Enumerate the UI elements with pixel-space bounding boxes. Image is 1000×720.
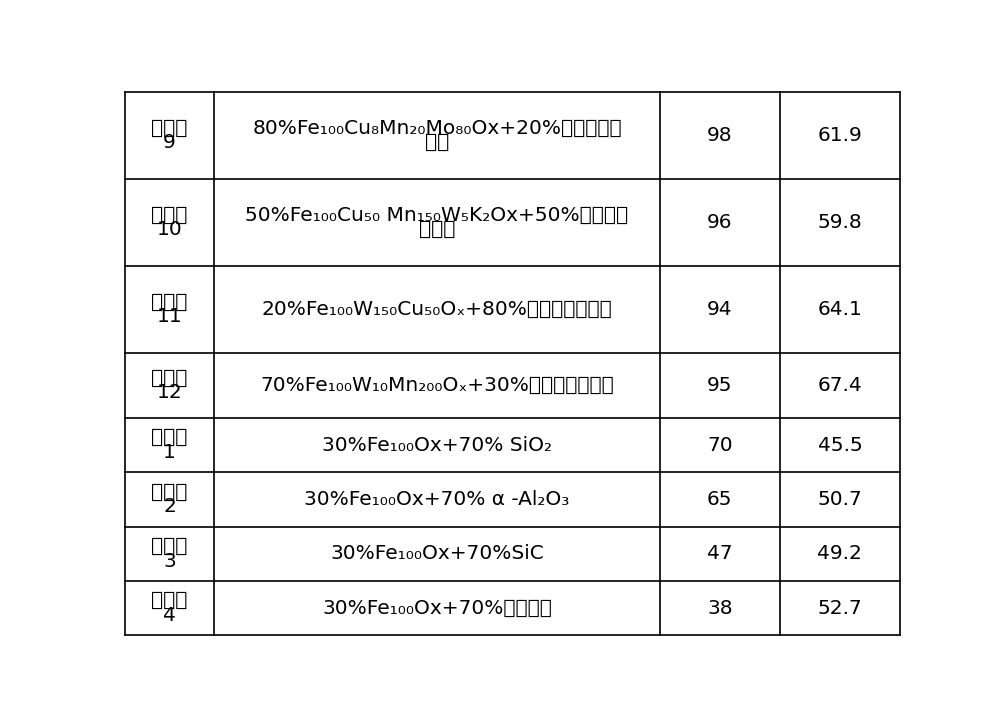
Text: 96: 96: [707, 213, 733, 232]
Text: 9: 9: [163, 133, 176, 152]
Text: 实施例: 实施例: [151, 119, 188, 138]
Text: 20%Fe₁₀₀W₁₅₀Cu₅₀Oₓ+80%大表面多孔陶瓷: 20%Fe₁₀₀W₁₅₀Cu₅₀Oₓ+80%大表面多孔陶瓷: [262, 300, 612, 319]
Text: 50.7: 50.7: [818, 490, 862, 509]
Text: 对比例: 对比例: [151, 482, 188, 502]
Text: 30%Fe₁₀₀Ox+70%多孔陶瓷: 30%Fe₁₀₀Ox+70%多孔陶瓷: [322, 598, 552, 618]
Text: 95: 95: [707, 376, 733, 395]
Text: 对比例: 对比例: [151, 591, 188, 611]
Text: 94: 94: [707, 300, 733, 319]
Text: 52.7: 52.7: [818, 598, 862, 618]
Text: 30%Fe₁₀₀Ox+70% SiO₂: 30%Fe₁₀₀Ox+70% SiO₂: [322, 436, 552, 454]
Text: 孔陶瓷: 孔陶瓷: [419, 220, 455, 239]
Text: 12: 12: [157, 383, 182, 402]
Text: 对比例: 对比例: [151, 428, 188, 447]
Text: 陶瓷: 陶瓷: [425, 133, 449, 152]
Text: 47: 47: [707, 544, 733, 563]
Text: 38: 38: [707, 598, 733, 618]
Text: 49.2: 49.2: [818, 544, 862, 563]
Text: 2: 2: [163, 498, 176, 516]
Text: 65: 65: [707, 490, 733, 509]
Text: 50%Fe₁₀₀Cu₅₀ Mn₁₅₀W₅K₂Ox+50%大表面多: 50%Fe₁₀₀Cu₅₀ Mn₁₅₀W₅K₂Ox+50%大表面多: [245, 205, 629, 225]
Text: 1: 1: [163, 443, 176, 462]
Text: 80%Fe₁₀₀Cu₈Mn₂₀Mo₈₀Ox+20%大表面多孔: 80%Fe₁₀₀Cu₈Mn₂₀Mo₈₀Ox+20%大表面多孔: [252, 119, 622, 138]
Text: 98: 98: [707, 126, 733, 145]
Text: 59.8: 59.8: [818, 213, 862, 232]
Text: 61.9: 61.9: [818, 126, 862, 145]
Text: 实施例: 实施例: [151, 369, 188, 387]
Text: 10: 10: [157, 220, 182, 239]
Text: 4: 4: [163, 606, 176, 625]
Text: 30%Fe₁₀₀Ox+70%SiC: 30%Fe₁₀₀Ox+70%SiC: [330, 544, 544, 563]
Text: 70%Fe₁₀₀W₁₀Mn₂₀₀Oₓ+30%大表面多孔陶瓷: 70%Fe₁₀₀W₁₀Mn₂₀₀Oₓ+30%大表面多孔陶瓷: [260, 376, 614, 395]
Text: 30%Fe₁₀₀Ox+70% α -Al₂O₃: 30%Fe₁₀₀Ox+70% α -Al₂O₃: [304, 490, 570, 509]
Text: 67.4: 67.4: [818, 376, 862, 395]
Text: 实施例: 实施例: [151, 292, 188, 312]
Text: 45.5: 45.5: [818, 436, 862, 454]
Text: 对比例: 对比例: [151, 537, 188, 556]
Text: 64.1: 64.1: [818, 300, 862, 319]
Text: 11: 11: [157, 307, 182, 326]
Text: 实施例: 实施例: [151, 205, 188, 225]
Text: 3: 3: [163, 552, 176, 570]
Text: 70: 70: [707, 436, 733, 454]
